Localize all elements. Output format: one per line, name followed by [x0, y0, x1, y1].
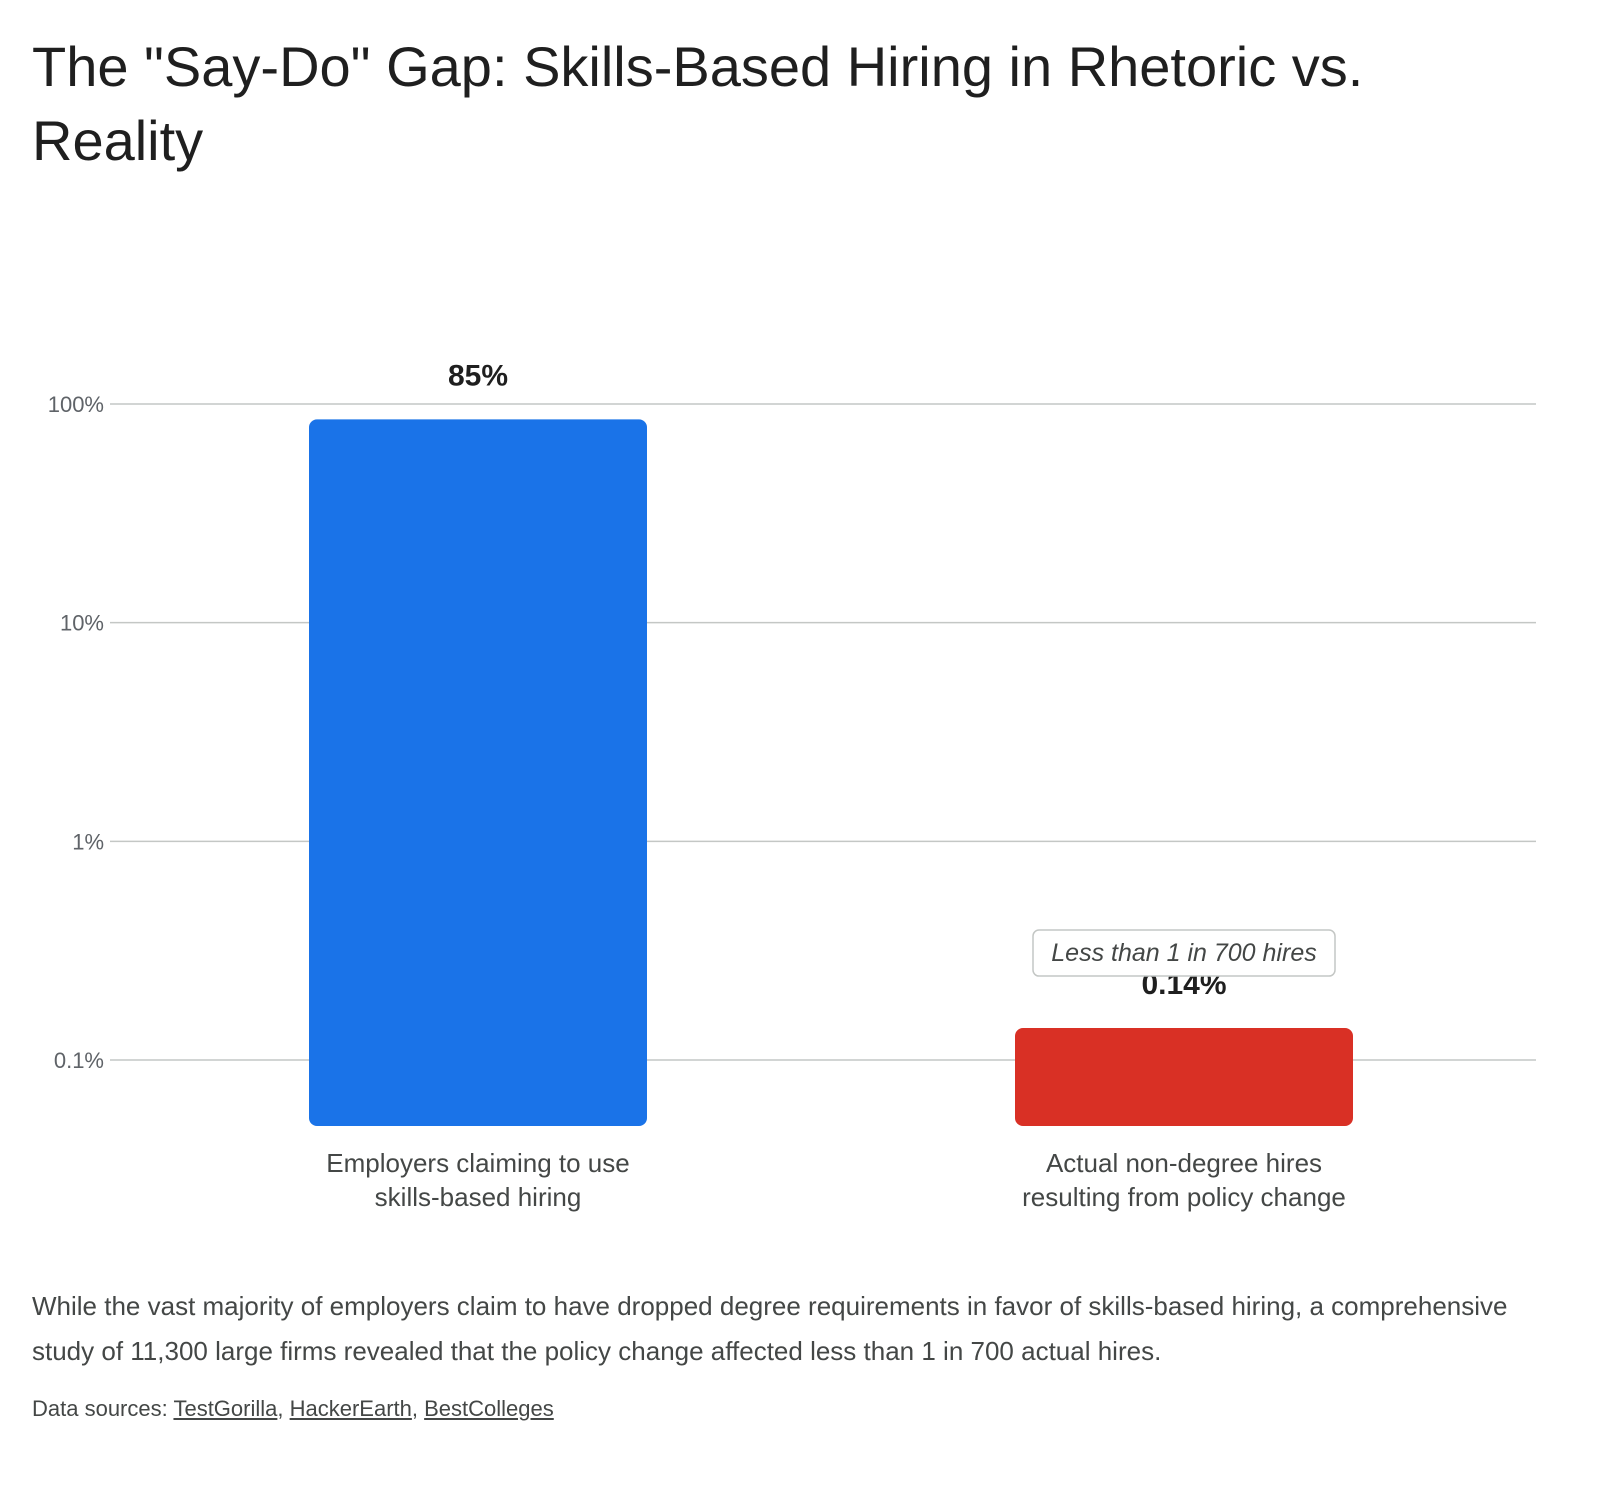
bar — [309, 419, 647, 1126]
y-tick-label: 1% — [72, 829, 104, 854]
source-link-hackerearth[interactable]: HackerEarth — [289, 1396, 412, 1421]
annotation-text: Less than 1 in 700 hires — [1051, 939, 1316, 967]
x-category-label: skills-based hiring — [375, 1182, 582, 1212]
annotation-box — [1032, 929, 1336, 977]
bar-chart: 100% 10% 1% 0.1% 85% Employers claiming to us… — [48, 359, 1536, 1212]
data-label: 85% — [448, 359, 508, 392]
source-link-testgorilla[interactable]: TestGorilla — [173, 1396, 278, 1421]
chart-title: The "Say-Do" Gap: Skills-Based Hiring in… — [32, 35, 1364, 172]
y-tick-label: 10% — [60, 611, 104, 636]
data-sources: Data sources: TestGorilla, HackerEarth, … — [32, 1396, 554, 1421]
x-category-label: Employers claiming to use — [326, 1148, 629, 1178]
bar — [1015, 1028, 1353, 1126]
sources-prefix: Data sources: — [32, 1396, 174, 1421]
x-category-label: resulting from policy change — [1022, 1182, 1346, 1212]
chart-description: While the vast majority of employers cla… — [32, 1291, 1508, 1366]
y-tick-label: 0.1% — [54, 1048, 104, 1073]
labels: 100% 10% 1% 0.1% 85% Employers claiming to us… — [48, 359, 1346, 1212]
source-link-bestcolleges[interactable]: BestColleges — [424, 1396, 554, 1421]
bars — [309, 419, 1353, 1126]
x-category-label: Actual non-degree hires — [1046, 1148, 1322, 1178]
y-tick-label: 100% — [48, 392, 104, 417]
